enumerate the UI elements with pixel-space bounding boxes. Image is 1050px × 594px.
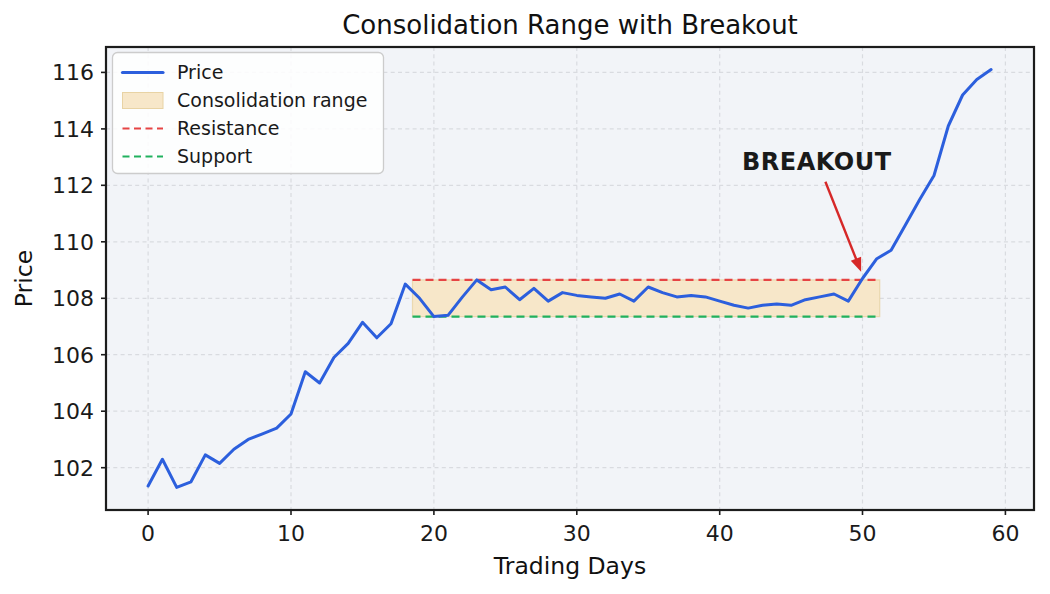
legend-item-consolidation-range: Consolidation range (123, 89, 368, 111)
y-tick-label: 104 (52, 399, 94, 424)
legend: Price Consolidation range Resistance Sup… (113, 53, 384, 174)
x-tick-label: 20 (420, 521, 448, 546)
consolidation-patch-swatch-icon (123, 93, 164, 109)
chart-title: Consolidation Range with Breakout (342, 10, 798, 40)
x-tick-label: 10 (277, 521, 305, 546)
legend-label-consolidation-range: Consolidation range (177, 89, 367, 111)
y-tick-label: 116 (52, 60, 94, 85)
x-tick-label: 60 (991, 521, 1019, 546)
x-tick-label: 50 (849, 521, 877, 546)
x-tick-label: 0 (141, 521, 155, 546)
y-tick-label: 112 (52, 173, 94, 198)
legend-label-support: Support (177, 145, 252, 167)
legend-label-price: Price (177, 61, 223, 83)
y-tick-label: 108 (52, 286, 94, 311)
legend-label-resistance: Resistance (177, 117, 279, 139)
consolidation-breakout-chart: 0 10 20 30 40 50 60 102 104 106 108 110 112 114 116 Co… (0, 0, 1050, 594)
x-tick-label: 40 (706, 521, 734, 546)
y-axis-label: Price (10, 250, 38, 307)
y-tick-label: 106 (52, 343, 94, 368)
x-axis-label: Trading Days (493, 552, 646, 580)
y-tick-label: 110 (52, 230, 94, 255)
price-chart-figure: 0 10 20 30 40 50 60 102 104 106 108 110 112 114 116 Co… (0, 0, 1050, 594)
y-tick-label: 114 (52, 117, 94, 142)
x-tick-label: 30 (563, 521, 591, 546)
y-tick-label: 102 (52, 456, 94, 481)
breakout-label: BREAKOUT (742, 148, 892, 176)
